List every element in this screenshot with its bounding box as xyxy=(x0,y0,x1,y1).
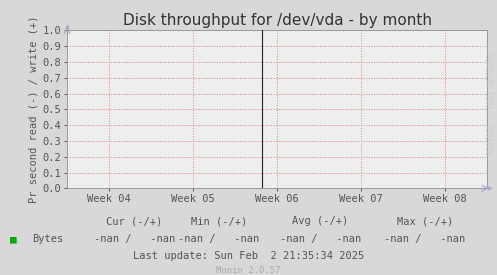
Text: -nan /   -nan: -nan / -nan xyxy=(178,234,259,244)
Text: Min (-/+): Min (-/+) xyxy=(190,216,247,226)
Text: Munin 2.0.57: Munin 2.0.57 xyxy=(216,266,281,274)
Text: Max (-/+): Max (-/+) xyxy=(397,216,453,226)
Text: Bytes: Bytes xyxy=(32,234,64,244)
Text: -nan /   -nan: -nan / -nan xyxy=(280,234,361,244)
Text: RRDTOOL / TOBI OETIKER: RRDTOOL / TOBI OETIKER xyxy=(487,54,496,155)
Text: Last update: Sun Feb  2 21:35:34 2025: Last update: Sun Feb 2 21:35:34 2025 xyxy=(133,251,364,261)
Text: Cur (-/+): Cur (-/+) xyxy=(106,216,163,226)
Text: -nan /   -nan: -nan / -nan xyxy=(93,234,175,244)
Text: ■: ■ xyxy=(10,234,17,244)
Text: -nan /   -nan: -nan / -nan xyxy=(384,234,466,244)
Y-axis label: Pr second read (-) / write (+): Pr second read (-) / write (+) xyxy=(29,16,39,203)
Text: Avg (-/+): Avg (-/+) xyxy=(292,216,349,226)
Title: Disk throughput for /dev/vda - by month: Disk throughput for /dev/vda - by month xyxy=(123,13,431,28)
